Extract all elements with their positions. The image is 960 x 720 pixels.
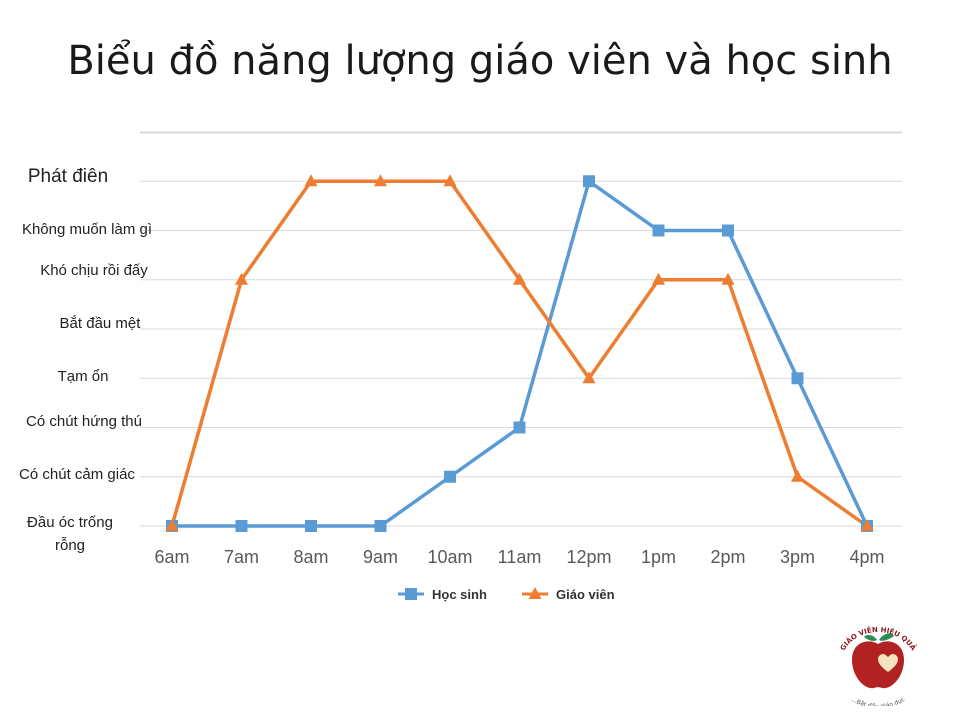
y-tick-label: Khó chịu rồi đấy <box>40 262 148 279</box>
x-tick-label: 4pm <box>849 547 884 567</box>
legend-marker <box>405 588 417 600</box>
data-point-hoc-sinh <box>652 224 665 237</box>
series-markers <box>165 174 874 532</box>
data-point-giao-vien <box>860 519 874 531</box>
y-axis-labels: Đầu óc trống rỗng Có chút cảm giác Có chút … <box>19 166 152 554</box>
x-axis-labels: 6am 7am 8am 9am 10am 11am 12pm 1pm 2pm 3pm 4pm <box>154 547 884 567</box>
data-point-hoc-sinh <box>374 520 387 532</box>
x-tick-label: 9am <box>363 547 398 567</box>
data-point-giao-vien <box>235 272 248 285</box>
data-point-giao-vien <box>652 272 665 285</box>
y-tick-label: Có chút hứng thú <box>26 413 142 430</box>
data-point-giao-vien <box>513 272 526 285</box>
legend-label: Giáo viên <box>556 587 615 602</box>
data-point-giao-vien <box>304 174 318 187</box>
data-point-hoc-sinh <box>235 520 248 532</box>
y-tick-label: Phát điên <box>28 166 108 187</box>
legend-marker <box>528 587 542 599</box>
data-point-giao-vien <box>582 371 596 384</box>
svg-text:...Bắt đầu giáo dục: ...Bắt đầu giáo dục <box>850 696 906 706</box>
giao-vien-hieu-qua-logo: GIÁO VIÊN HIỆU QUẢ ...Bắt đầu giáo dục <box>839 626 919 706</box>
data-point-giao-vien <box>165 519 179 531</box>
x-tick-label: 7am <box>224 547 259 567</box>
x-tick-label: 8am <box>293 547 328 567</box>
y-tick-label: Bắt đầu mệt <box>60 315 142 332</box>
x-tick-label: 1pm <box>641 547 676 567</box>
y-tick-label: Đầu óc trống rỗng <box>27 514 113 554</box>
x-tick-label: 3pm <box>780 547 815 567</box>
legend-label: Học sinh <box>432 587 487 602</box>
series-lines <box>170 179 869 528</box>
data-point-giao-vien <box>443 174 457 187</box>
chart-title: Biểu đồ năng lượng giáo viên và học sinh <box>67 38 893 84</box>
data-point-hoc-sinh <box>583 175 595 188</box>
y-tick-label: Không muốn làm gì <box>22 221 152 238</box>
data-point-hoc-sinh <box>791 372 804 385</box>
line-chart: Đầu óc trống rỗng Có chút cảm giác Có chút … <box>19 131 902 602</box>
y-tick-label: Tạm ổn <box>58 368 109 385</box>
data-point-giao-vien <box>791 469 804 482</box>
y-tick-label: Có chút cảm giác <box>19 466 135 483</box>
data-point-hoc-sinh <box>305 520 317 532</box>
data-point-giao-vien <box>374 174 387 187</box>
x-tick-label: 6am <box>154 547 189 567</box>
data-point-giao-vien <box>721 272 735 285</box>
data-point-hoc-sinh <box>513 421 526 434</box>
data-point-hoc-sinh <box>722 224 734 237</box>
grid-lines <box>140 131 902 527</box>
legend: Học sinh Giáo viên <box>398 587 615 602</box>
x-tick-label: 12pm <box>566 547 611 567</box>
data-point-hoc-sinh <box>444 470 456 483</box>
x-tick-label: 2pm <box>710 547 745 567</box>
x-tick-label: 10am <box>427 547 472 567</box>
series-line-giao-vien <box>170 179 869 528</box>
x-tick-label: 11am <box>498 547 542 567</box>
